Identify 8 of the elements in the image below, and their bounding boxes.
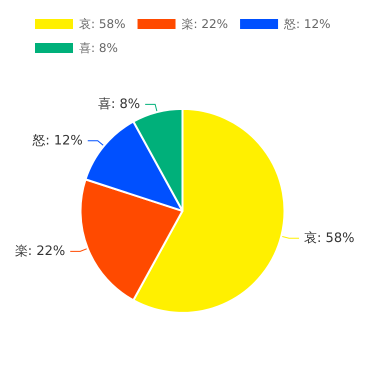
slice-label: 怒: 12%	[31, 133, 83, 148]
legend-label: 楽: 22%	[182, 17, 228, 31]
slice-label: 哀: 58%	[304, 230, 354, 246]
slice-label: 楽: 22%	[14, 244, 66, 259]
legend-label: 喜: 8%	[79, 41, 118, 55]
legend-label: 怒: 12%	[283, 17, 331, 31]
slice-label: 喜: 8%	[98, 96, 140, 112]
legend-label: 哀: 58%	[79, 17, 126, 31]
